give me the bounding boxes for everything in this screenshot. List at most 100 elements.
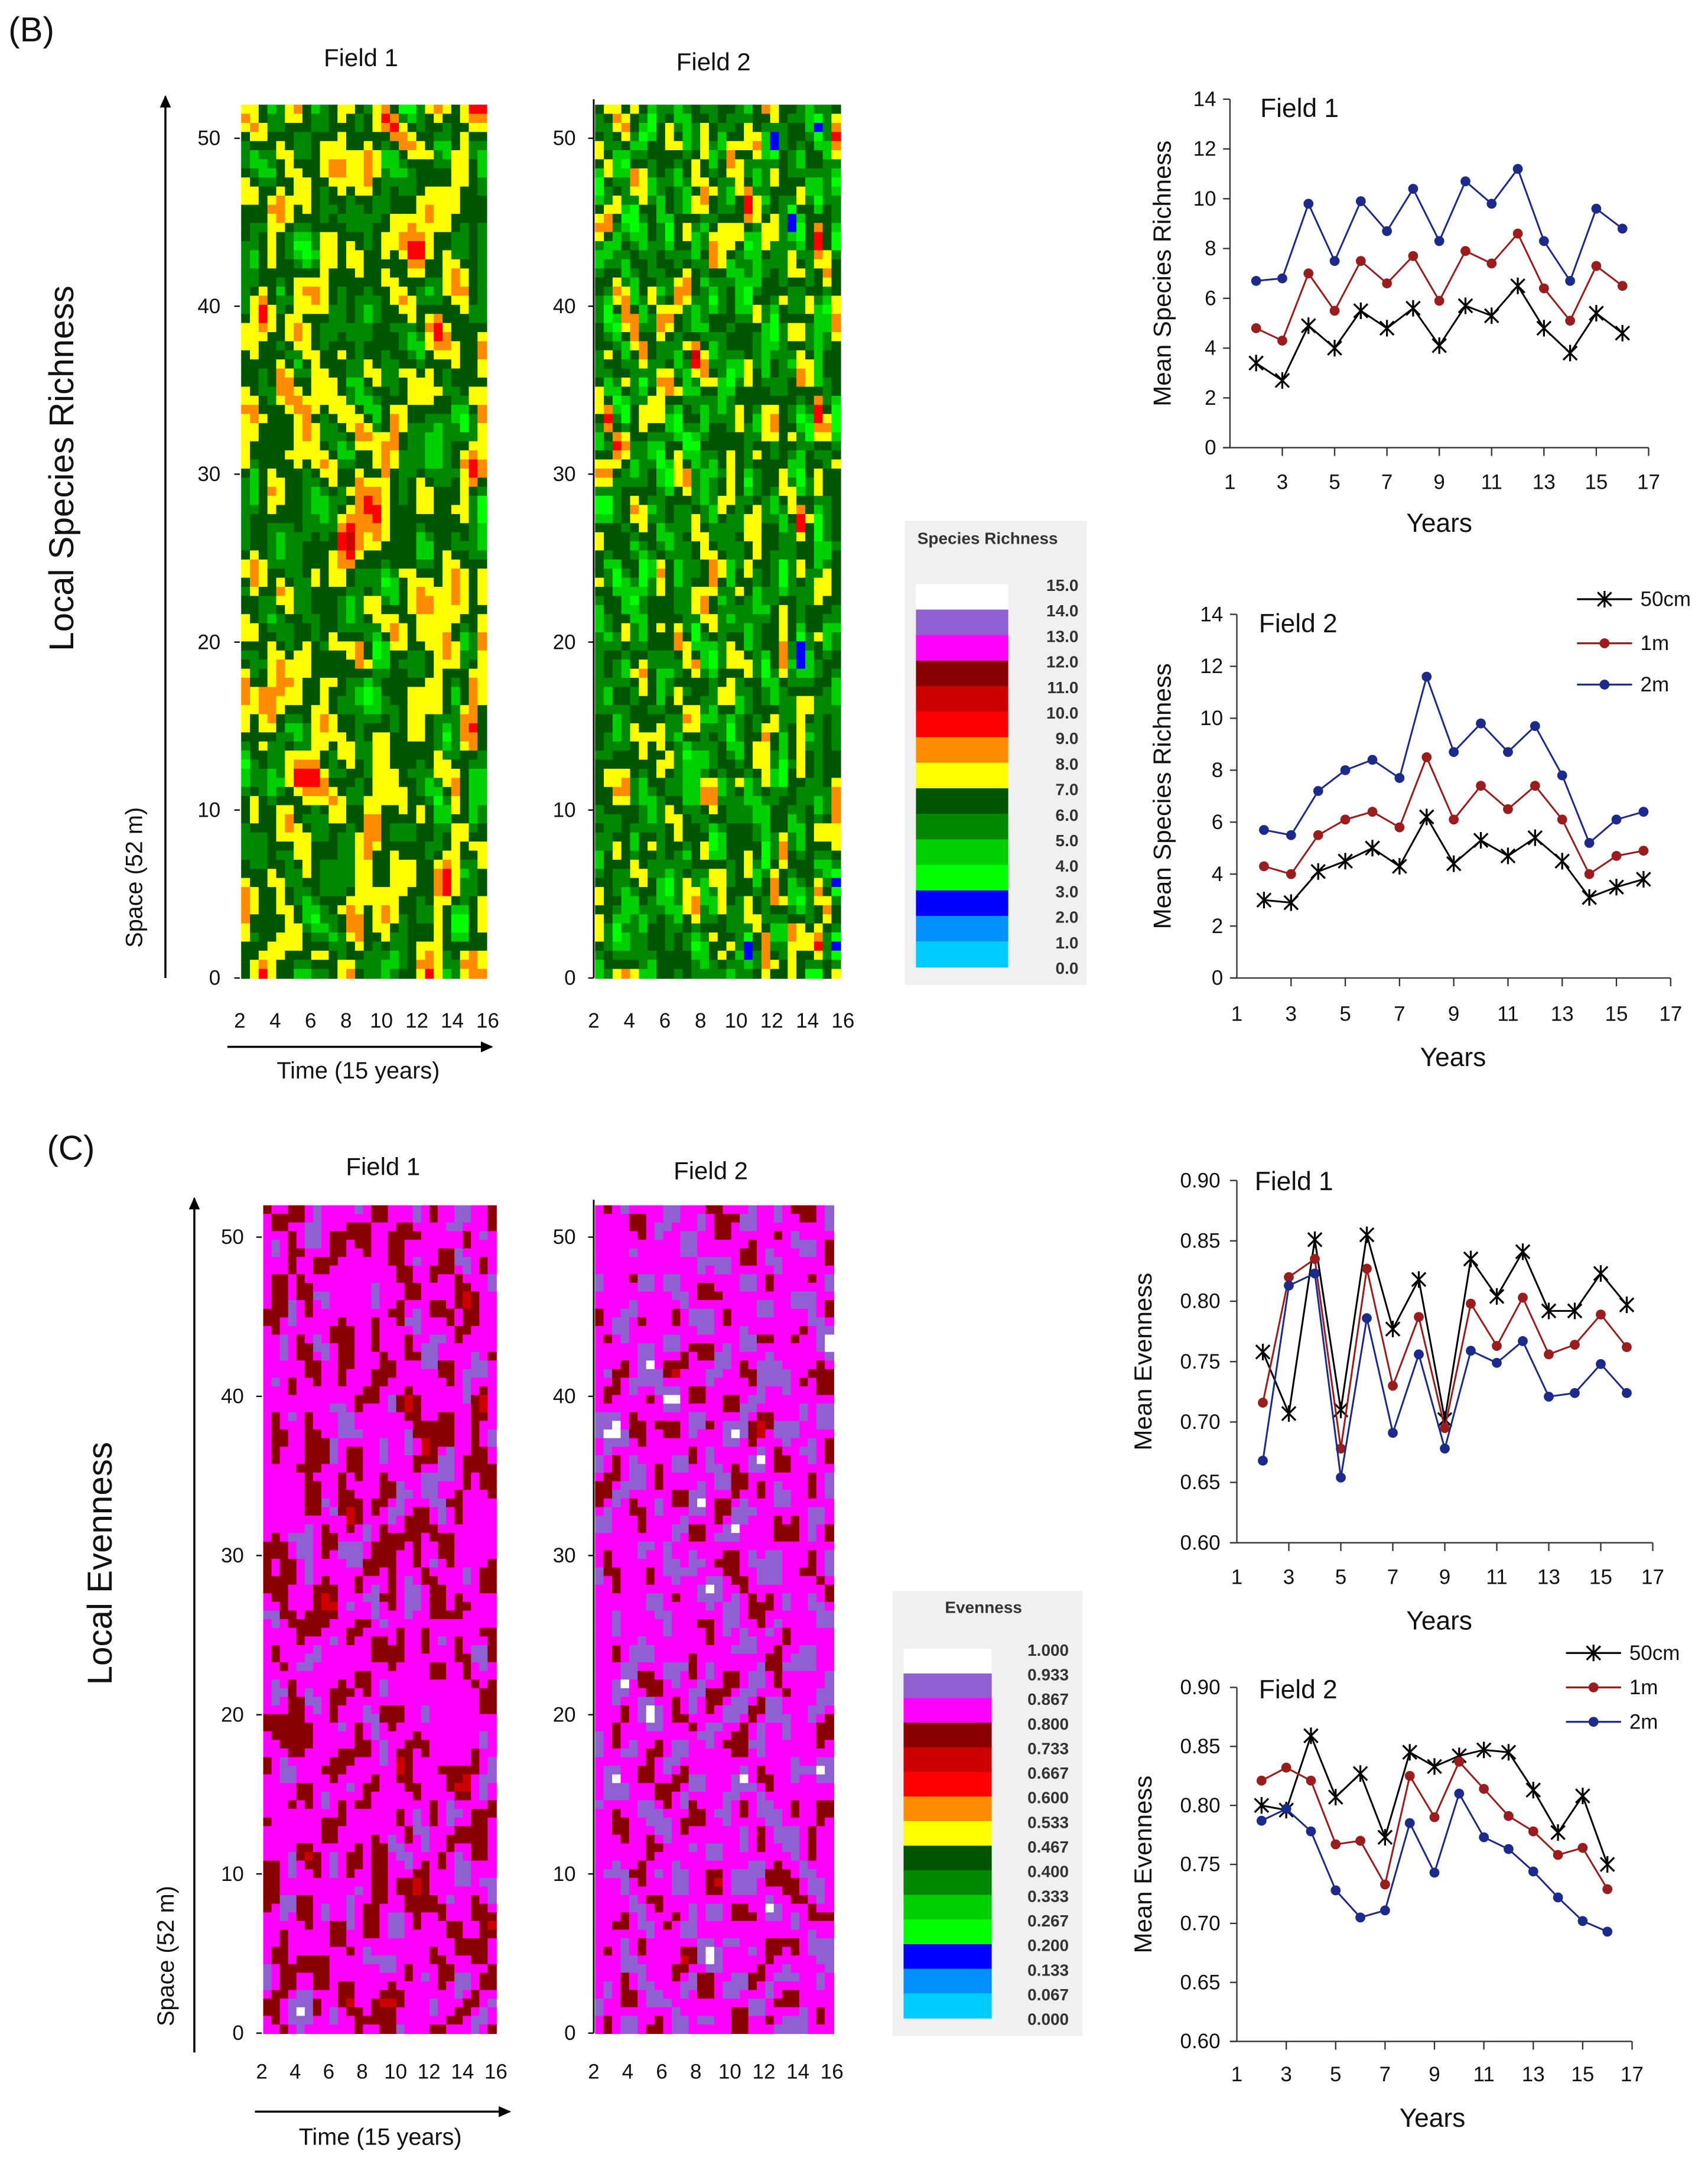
heatmap-cell xyxy=(381,587,391,597)
heatmap-cell xyxy=(407,196,417,206)
heatmap-cell xyxy=(708,477,719,488)
heatmap-cell xyxy=(665,714,675,724)
heatmap-cell xyxy=(477,896,487,906)
heatmap-cell xyxy=(770,141,780,151)
heatmap-cell xyxy=(250,932,260,943)
heatmap-cell xyxy=(363,414,373,424)
heatmap-cell xyxy=(674,304,684,315)
heatmap-cell xyxy=(656,323,666,333)
heatmap-cell xyxy=(469,841,479,852)
heatmap-cell xyxy=(630,805,640,815)
heatmap-cell xyxy=(648,159,658,170)
heatmap-cell xyxy=(285,395,295,406)
heatmap-cell xyxy=(460,405,470,415)
heatmap-cell xyxy=(770,887,780,897)
heatmap-cell xyxy=(700,177,710,188)
heatmap-cell xyxy=(604,687,614,697)
heatmap-cell xyxy=(390,750,400,761)
heatmap-cell xyxy=(770,395,780,406)
heatmap-cell xyxy=(753,232,763,242)
heatmap-cell xyxy=(595,714,605,724)
heatmap-cell xyxy=(311,432,321,443)
heatmap-cell xyxy=(753,632,763,642)
heatmap-cell xyxy=(665,514,675,524)
heatmap-cell xyxy=(621,159,631,170)
heatmap-cell xyxy=(717,277,727,288)
heatmap-cell xyxy=(258,796,269,806)
heatmap-cell xyxy=(477,778,487,788)
heatmap-cell xyxy=(779,541,789,551)
heatmap-cell xyxy=(337,132,347,142)
heatmap-cell xyxy=(354,414,365,424)
heatmap-cell xyxy=(258,477,269,488)
heatmap-cell xyxy=(328,650,339,661)
heatmap-cell xyxy=(621,541,631,551)
heatmap-cell xyxy=(477,304,487,315)
heatmap-cell xyxy=(612,459,623,470)
heatmap-cell xyxy=(726,787,736,797)
heatmap-cell xyxy=(416,814,426,824)
heatmap-cell xyxy=(682,887,692,897)
heatmap-cell xyxy=(761,841,772,852)
heatmap-cell xyxy=(425,468,435,479)
heatmap-cell xyxy=(621,741,631,752)
heatmap-cell xyxy=(630,514,640,524)
heatmap-cell xyxy=(700,714,710,724)
heatmap-cell xyxy=(788,150,798,160)
heatmap-cell xyxy=(443,359,453,369)
heatmap-cell xyxy=(726,605,736,615)
heatmap-cell xyxy=(726,514,736,524)
heatmap-cell xyxy=(753,969,763,979)
heatmap-cell xyxy=(621,459,631,470)
heatmap-cell xyxy=(469,759,479,770)
heatmap-cell xyxy=(363,596,373,606)
heatmap-cell xyxy=(682,141,692,151)
heatmap-cell xyxy=(311,314,321,324)
heatmap-cell xyxy=(682,550,692,561)
heatmap-cell xyxy=(674,768,684,779)
heatmap-cell xyxy=(604,186,614,197)
heatmap-cell xyxy=(648,304,658,315)
heatmap-cell xyxy=(744,223,754,233)
heatmap-cell xyxy=(630,796,640,806)
heatmap-cell xyxy=(744,614,754,625)
heatmap-cell xyxy=(477,687,487,697)
heatmap-cell xyxy=(604,632,614,642)
heatmap-cell xyxy=(639,304,649,315)
heatmap-cell xyxy=(443,468,453,479)
heatmap-cell xyxy=(390,505,400,515)
heatmap-cell xyxy=(276,341,286,352)
heatmap-cell xyxy=(354,732,365,743)
heatmap-cell xyxy=(674,523,684,534)
heatmap-cell xyxy=(753,650,763,661)
heatmap-cell xyxy=(425,304,435,315)
heatmap-cell xyxy=(744,232,754,242)
heatmap-cell xyxy=(665,386,675,397)
heatmap-cell xyxy=(691,823,701,834)
heatmap-cell xyxy=(267,641,277,652)
heatmap-cell xyxy=(469,623,479,633)
heatmap-cell xyxy=(346,687,356,697)
heatmap-cell xyxy=(460,323,470,333)
heatmap-cell xyxy=(735,832,745,843)
heatmap-cell xyxy=(381,259,391,269)
heatmap-cell xyxy=(665,741,675,752)
heatmap-cell xyxy=(416,687,426,697)
heatmap-cell xyxy=(735,132,745,142)
heatmap-cell xyxy=(407,787,417,797)
heatmap-cell xyxy=(390,213,400,224)
heatmap-cell xyxy=(779,941,789,952)
heatmap-cell xyxy=(302,577,313,588)
heatmap-cell xyxy=(285,186,295,197)
heatmap-cell xyxy=(665,878,675,888)
heatmap-cell xyxy=(779,141,789,151)
heatmap-cell xyxy=(717,859,727,870)
heatmap-cell xyxy=(648,550,658,561)
heatmap-cell xyxy=(477,532,487,542)
heatmap-cell xyxy=(612,960,623,970)
heatmap-cell xyxy=(337,723,347,733)
heatmap-cell xyxy=(434,641,444,652)
heatmap-cell xyxy=(241,486,251,497)
heatmap-cell xyxy=(460,732,470,743)
heatmap-cell xyxy=(443,878,453,888)
